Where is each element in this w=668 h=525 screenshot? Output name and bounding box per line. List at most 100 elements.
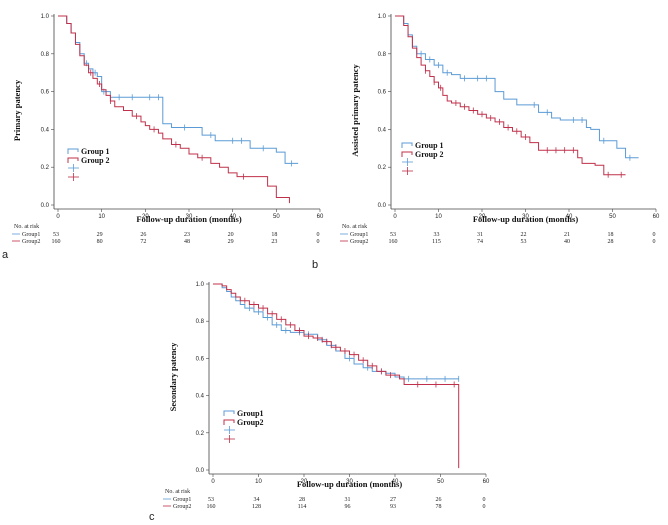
panel-c-risk-row-group2-value: 78: [436, 504, 442, 510]
panel-b-risk-row-group2-value: 28: [608, 239, 614, 245]
panel-b-x-tick-label: 60: [653, 214, 660, 220]
panel-b-x-tick-label: 20: [479, 214, 486, 220]
panel-c-risk-row-group2-value: 160: [207, 504, 216, 510]
panel-a-x-tick-label: 20: [142, 214, 149, 220]
panel-a-y-tick-label: 0.2: [41, 165, 50, 171]
panel-c-y-tick-label: 0.2: [196, 431, 205, 437]
panel-a-risk-row-group1-value: 0: [317, 232, 320, 238]
panel-a-y-axis-label: Primary patency: [12, 79, 22, 141]
panel-a-letter-label: a: [2, 249, 9, 261]
panel-b-risk-row-group1-value: 53: [390, 232, 396, 238]
panel-c-x-tick-label: 10: [255, 479, 262, 485]
panel-b-risk-row-group2-value: 115: [432, 239, 441, 245]
panel-c-legend-group2-swatch: [223, 419, 235, 425]
panel-b-y-tick-label: 1.0: [378, 14, 387, 20]
panel-c-risk-row-group1-value: 26: [436, 497, 442, 503]
panel-c-risk-row-group1-value: 31: [345, 497, 351, 503]
panel-c-risk-row-group2-value: 128: [252, 504, 261, 510]
panel-a-risk-row-group2-value: 72: [140, 239, 146, 245]
panel-b-y-tick-label: 0.8: [378, 52, 387, 58]
panel-b-risk-row-group1-value: 18: [608, 232, 614, 238]
panel-c-group2-survival-curve: [213, 283, 460, 469]
panel-c-y-tick-label: 1.0: [196, 282, 205, 288]
panel-a-y-tick-label: 0.6: [41, 90, 50, 96]
panel-c-risk-row-group2-value: 96: [345, 504, 351, 510]
panel-b-legend-group1-label: Group 1: [415, 141, 444, 150]
panel-c-letter-label: c: [149, 511, 155, 523]
panel-c-group1-survival-curve: [213, 283, 459, 380]
panel-a-x-tick-label: 50: [273, 214, 280, 220]
panel-c-y-tick-label: 0.4: [196, 394, 205, 400]
panel-b-risk-row-group1-value: 0: [653, 232, 656, 238]
panel-c-x-tick-label: 60: [483, 479, 490, 485]
panel-b-y-tick-label: 0.2: [378, 165, 387, 171]
panel-a-x-tick-label: 10: [98, 214, 105, 220]
panel-c-risk-row-group2-value: 114: [298, 504, 307, 510]
panel-c-risk-row-group1-value: 28: [299, 497, 305, 503]
panel-c-risk-table-header: No. at risk: [165, 489, 190, 495]
panel-a-risk-row-group1-value: 23: [184, 232, 190, 238]
panel-c-risk-row-group2-label: Group2: [173, 504, 191, 510]
panel-a-legend-group2-swatch: [67, 157, 79, 163]
panel-c-risk-row-group2-value: 93: [390, 504, 396, 510]
panel-a-legend-group1-label: Group 1: [81, 147, 110, 156]
panel-a-x-tick-label: 40: [229, 214, 236, 220]
panel-c-legend-group1-swatch: [223, 410, 235, 416]
panel-c-x-axis-label: Follow-up duration (months): [297, 479, 402, 489]
panel-a-primary-patency: 0 10 20 30 40 50 60 0.0 0.2 0.4 0.6 0.8 1.0 Follow-up…: [2, 14, 324, 261]
panel-c-x-tick-label: 50: [437, 479, 444, 485]
panel-b-x-tick-label: 0: [393, 214, 397, 220]
panel-b-risk-row-group2-value: 160: [389, 239, 398, 245]
panel-a-y-tick-label: 0.8: [41, 52, 50, 58]
panel-a-x-tick-label: 0: [56, 214, 60, 220]
panel-a-y-tick-label: 0.0: [41, 203, 50, 209]
panel-a-risk-row-group2-label: Group2: [22, 239, 40, 245]
panel-a-risk-row-group1-value: 53: [53, 232, 59, 238]
panel-c-x-tick-label: 40: [392, 479, 399, 485]
panel-c-risk-row-group1-value: 0: [483, 497, 486, 503]
panel-b-x-tick-label: 40: [566, 214, 573, 220]
panel-a-risk-row-group2-value: 160: [52, 239, 61, 245]
panel-a-risk-row-group2-value: 0: [317, 239, 320, 245]
panel-c-x-tick-label: 30: [346, 479, 353, 485]
panel-b-risk-row-group2-value: 40: [564, 239, 570, 245]
panel-b-risk-row-group1-value: 21: [564, 232, 570, 238]
panel-b-risk-row-group1-value: 31: [477, 232, 483, 238]
panel-b-risk-row-group2-value: 53: [521, 239, 527, 245]
panel-a-x-axis-label: Follow-up duration (months): [136, 214, 241, 224]
panel-a-risk-row-group2-value: 80: [97, 239, 103, 245]
panel-b-assisted-primary-patency: 0 10 20 30 40 50 60 0.0 0.2 0.4 0.6 0.8 1.0 Follow-up…: [312, 14, 660, 271]
panel-b-legend-group1-swatch: [401, 142, 413, 148]
panel-c-x-tick-label: 0: [211, 479, 215, 485]
panel-c-x-tick-label: 20: [301, 479, 308, 485]
panel-c-risk-row-group1-label: Group1: [173, 497, 191, 503]
panel-c-y-tick-label: 0.8: [196, 319, 205, 325]
panel-a-risk-row-group2-value: 23: [271, 239, 277, 245]
panel-a-risk-row-group1-label: Group1: [22, 232, 40, 238]
panel-b-y-tick-label: 0.4: [378, 127, 387, 133]
panel-c-risk-row-group1-value: 27: [390, 497, 396, 503]
panel-a-x-tick-label: 60: [317, 214, 324, 220]
panel-b-y-axis-label: Assisted primary patency: [350, 63, 360, 156]
panel-a-risk-row-group2-value: 48: [184, 239, 190, 245]
panel-a-group2-survival-curve: [58, 15, 290, 204]
panel-b-risk-table-header: No. at risk: [342, 224, 367, 230]
panel-a-risk-row-group1-value: 26: [140, 232, 146, 238]
panel-c-legend-group2-label: Group2: [237, 418, 264, 427]
panel-b-risk-row-group2-value: 74: [477, 239, 483, 245]
panel-b-risk-row-group1-label: Group1: [350, 232, 368, 238]
panel-b-risk-row-group1-value: 33: [434, 232, 440, 238]
panel-a-y-tick-label: 0.4: [41, 127, 50, 133]
panel-b-legend-group2-swatch: [401, 151, 413, 157]
panel-b-y-tick-label: 0.0: [378, 203, 387, 209]
panel-b-letter-label: b: [312, 259, 318, 271]
panel-b-risk-row-group1-value: 22: [521, 232, 527, 238]
panel-b-risk-row-group2-value: 0: [653, 239, 656, 245]
panel-c-risk-row-group2-value: 0: [483, 504, 486, 510]
panel-a-group1-survival-curve: [58, 15, 299, 164]
panel-b-y-tick-label: 0.6: [378, 90, 387, 96]
panel-b-x-axis-label: Follow-up duration (months): [473, 214, 578, 224]
panel-c-y-tick-label: 0.6: [196, 356, 205, 362]
panel-c-y-axis-label: Secondary patency: [168, 342, 178, 411]
